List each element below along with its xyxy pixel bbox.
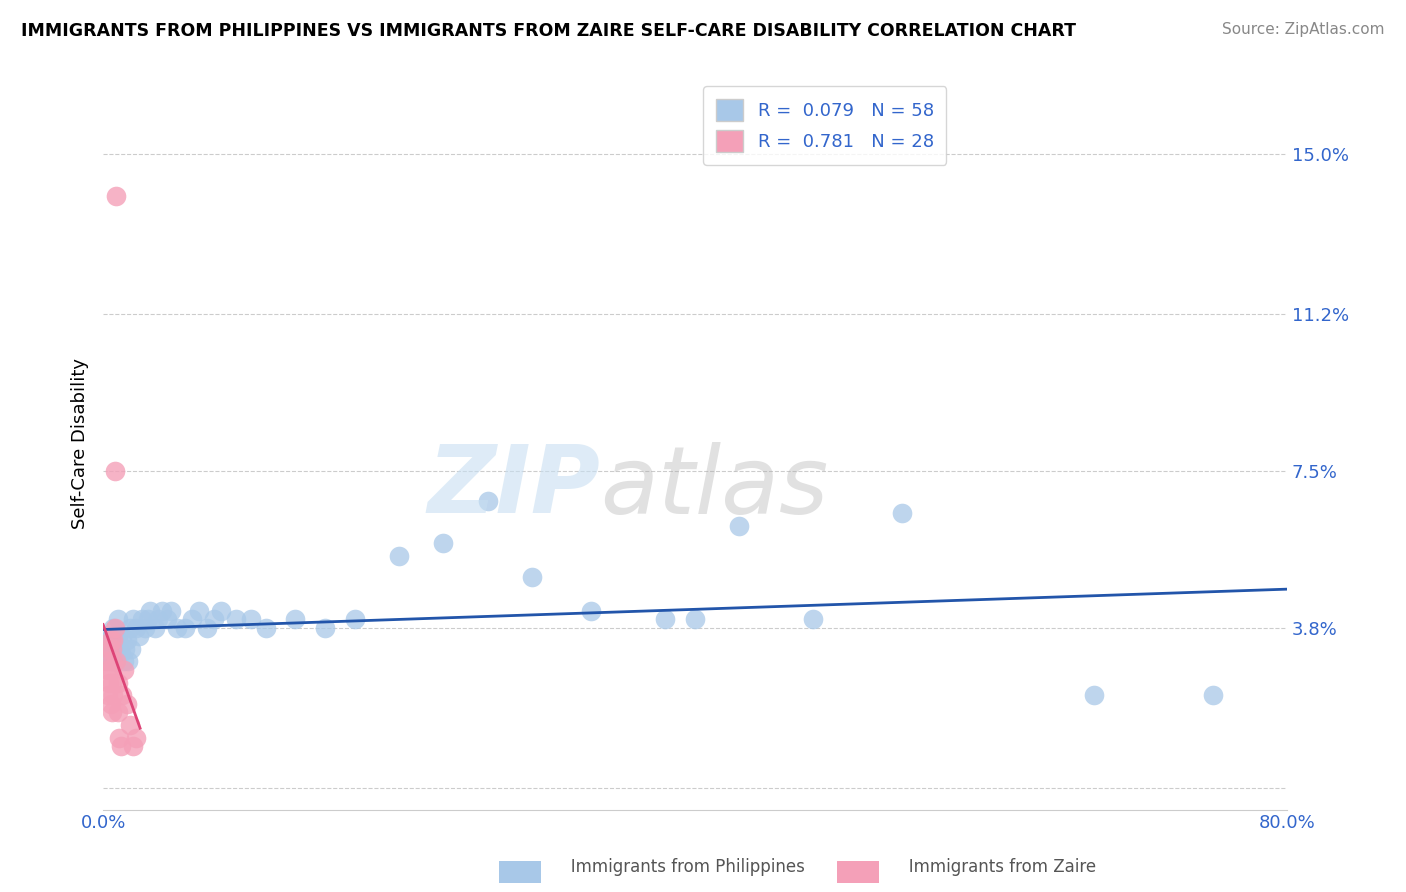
Point [388, 549, 411, 563]
Point [105, 655, 128, 669]
Point [121, 612, 143, 626]
Point [100, 697, 122, 711]
Point [98, 633, 121, 648]
Point [97, 655, 120, 669]
Point [188, 604, 211, 618]
Point [254, 621, 277, 635]
Point [477, 493, 499, 508]
Point [103, 621, 125, 635]
Point [108, 641, 131, 656]
Point [1202, 688, 1225, 702]
Point [581, 604, 603, 618]
Point [101, 675, 124, 690]
Point [128, 629, 150, 643]
Point [120, 641, 142, 656]
Point [160, 604, 183, 618]
Text: atlas: atlas [600, 442, 828, 533]
Point [150, 604, 173, 618]
Point [105, 655, 128, 669]
Point [114, 641, 136, 656]
Y-axis label: Self-Care Disability: Self-Care Disability [72, 358, 89, 529]
Point [131, 612, 153, 626]
Point [111, 629, 134, 643]
Point [107, 705, 129, 719]
Point [125, 621, 148, 635]
Text: Source: ZipAtlas.com: Source: ZipAtlas.com [1222, 22, 1385, 37]
Point [112, 663, 135, 677]
Point [101, 705, 124, 719]
Point [105, 189, 128, 203]
Point [103, 633, 125, 648]
Point [100, 633, 122, 648]
Point [115, 633, 138, 648]
Point [432, 536, 454, 550]
Point [343, 612, 366, 626]
Point [110, 646, 132, 660]
Point [100, 629, 122, 643]
Point [134, 621, 156, 635]
Point [118, 621, 141, 635]
Point [98, 675, 121, 690]
Point [104, 641, 127, 656]
Point [121, 739, 143, 753]
Text: Immigrants from Philippines: Immigrants from Philippines [534, 858, 806, 876]
Point [94, 641, 117, 656]
Point [118, 718, 141, 732]
Point [683, 612, 706, 626]
Point [97, 663, 120, 677]
Point [202, 612, 225, 626]
Point [284, 612, 307, 626]
Point [100, 646, 122, 660]
Point [314, 621, 336, 635]
Point [146, 612, 169, 626]
Point [104, 464, 127, 478]
Point [117, 655, 139, 669]
Point [103, 646, 125, 660]
Point [94, 655, 117, 669]
Point [225, 612, 247, 626]
Point [107, 633, 129, 648]
Point [101, 655, 124, 669]
Point [136, 612, 159, 626]
Point [101, 641, 124, 656]
Point [139, 604, 162, 618]
Point [112, 655, 135, 669]
Point [125, 731, 148, 745]
Point [115, 697, 138, 711]
Legend: R =  0.079   N = 58, R =  0.781   N = 28: R = 0.079 N = 58, R = 0.781 N = 28 [703, 87, 946, 165]
Point [728, 519, 751, 533]
Point [143, 621, 166, 635]
Point [240, 612, 263, 626]
Point [195, 621, 218, 635]
Point [891, 506, 914, 520]
Point [103, 688, 125, 702]
Point [104, 621, 127, 635]
Point [173, 621, 195, 635]
Text: Immigrants from Zaire: Immigrants from Zaire [872, 858, 1095, 876]
Point [98, 641, 121, 656]
Point [211, 604, 233, 618]
Text: IMMIGRANTS FROM PHILIPPINES VS IMMIGRANTS FROM ZAIRE SELF-CARE DISABILITY CORREL: IMMIGRANTS FROM PHILIPPINES VS IMMIGRANT… [21, 22, 1076, 40]
Point [107, 675, 129, 690]
Point [103, 655, 125, 669]
Point [654, 612, 676, 626]
Point [180, 612, 202, 626]
Point [111, 688, 134, 702]
Point [97, 688, 120, 702]
Text: ZIP: ZIP [427, 442, 600, 533]
Point [156, 612, 179, 626]
Point [108, 731, 131, 745]
Point [801, 612, 824, 626]
Point [100, 663, 122, 677]
Point [107, 612, 129, 626]
Point [522, 570, 544, 584]
Point [110, 739, 132, 753]
Point [1083, 688, 1105, 702]
Point [166, 621, 188, 635]
